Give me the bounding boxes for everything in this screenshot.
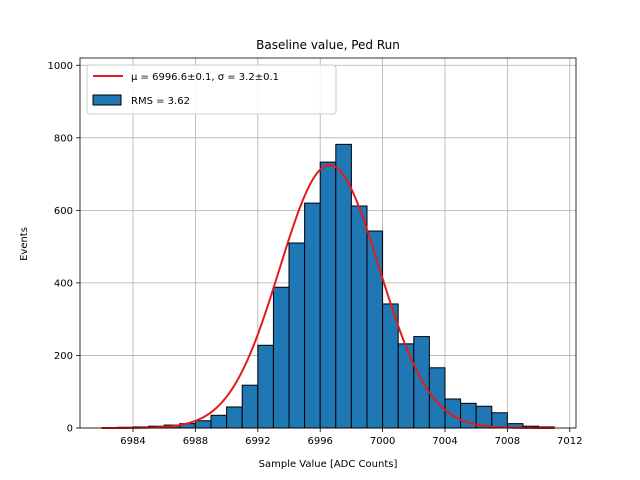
histogram-bar (382, 303, 399, 429)
y-tick-label: 0 (67, 424, 73, 435)
gaussian-fit-curve (101, 164, 555, 429)
y-tick-label: 800 (54, 133, 73, 144)
x-tick-label: 7012 (557, 436, 582, 447)
histogram-bar (397, 343, 415, 429)
legend: μ = 6996.6±0.1, σ = 3.2±0.1 RMS = 3.62 (86, 64, 337, 115)
x-tick-label: 7004 (432, 436, 457, 447)
legend-box (86, 64, 337, 115)
histogram-bar (304, 202, 321, 429)
axes-frame (79, 57, 577, 429)
histogram-bar (194, 420, 212, 429)
y-tick-label: 1000 (48, 61, 73, 72)
legend-fit-label: μ = 6996.6±0.1, σ = 3.2±0.1 (131, 72, 279, 83)
histogram-bar (335, 143, 352, 429)
legend-histogram-label: RMS = 3.62 (131, 96, 190, 107)
histogram-bar (272, 286, 290, 429)
histogram-bar (491, 412, 508, 429)
y-tick-label: 600 (54, 206, 73, 217)
histogram-bar (241, 384, 259, 429)
histogram-bar (319, 161, 337, 429)
histogram-bar (210, 414, 228, 429)
y-axis-title: Events (19, 227, 30, 261)
x-tick-label: 6984 (120, 436, 145, 447)
histogram-bar (288, 242, 306, 429)
histogram-bar (257, 344, 274, 429)
x-tick-label: 7008 (495, 436, 520, 447)
histogram-bar (428, 367, 446, 429)
legend-histogram-swatch (92, 94, 122, 106)
histogram-bar (413, 336, 430, 429)
chart-title: Baseline value, Ped Run (256, 38, 400, 52)
histogram-bars (101, 143, 555, 429)
histogram-bar (226, 406, 243, 429)
x-axis-title: Sample Value [ADC Counts] (259, 459, 398, 470)
axis-ticks: 6984 6988 6992 6996 7000 7004 7008 7012 0 200 400 6… (48, 61, 583, 447)
histogram-bar (350, 205, 368, 429)
x-tick-label: 7000 (370, 436, 395, 447)
x-tick-label: 6996 (307, 436, 332, 447)
y-tick-label: 400 (54, 278, 73, 289)
histogram-bar (366, 230, 384, 429)
y-tick-label: 200 (54, 351, 73, 362)
x-tick-label: 6992 (245, 436, 270, 447)
histogram-bar (444, 398, 462, 429)
x-tick-label: 6988 (183, 436, 208, 447)
